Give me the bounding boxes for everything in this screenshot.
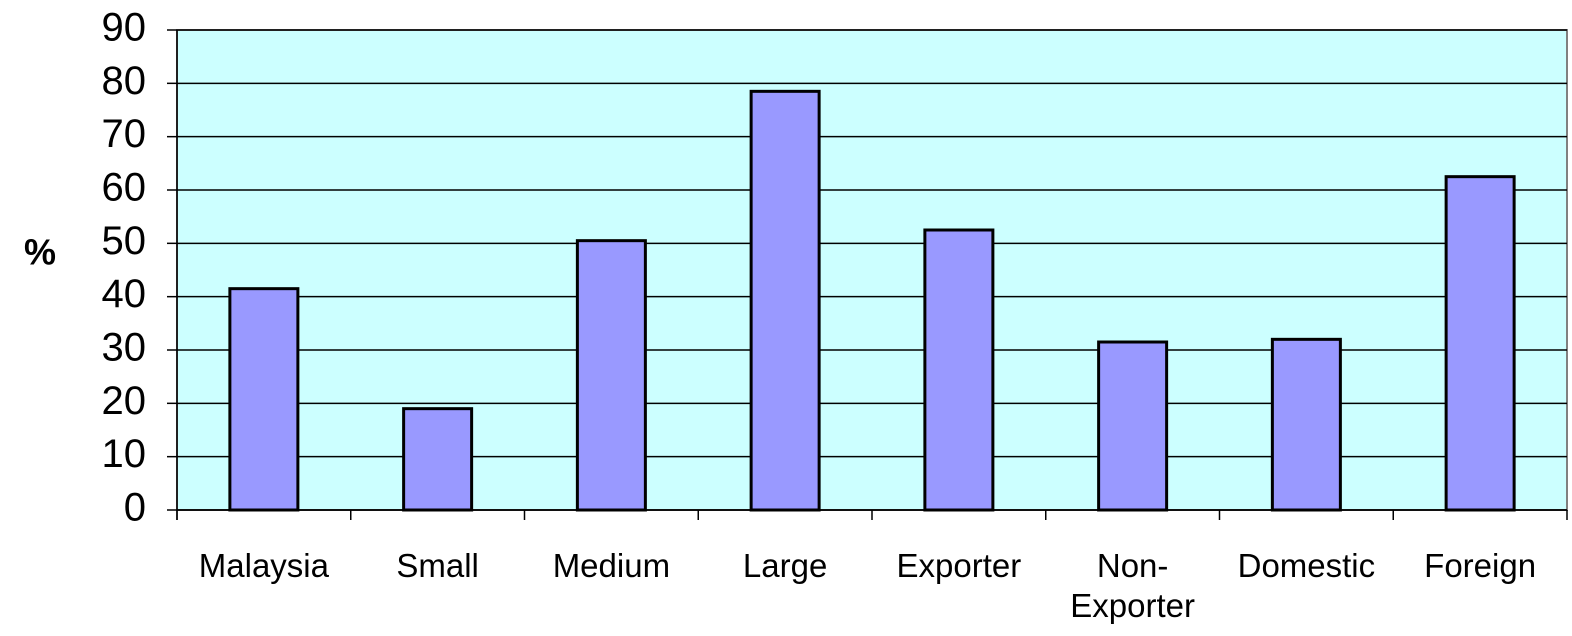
y-tick-label: 10 [102,432,147,476]
x-tick-label: Non-Exporter [1070,547,1195,624]
x-tick-label: Exporter [896,547,1022,584]
bar [1270,337,1342,512]
y-axis-label: % [24,232,56,273]
bar [749,89,821,512]
bar [1097,340,1169,512]
bar [1444,175,1516,512]
y-tick-label: 80 [102,59,147,103]
x-tick-label: Malaysia [198,547,329,584]
x-tick-label: Large [742,547,828,584]
y-tick-label: 0 [124,486,146,530]
plot-area [176,29,1568,511]
bar [575,239,647,512]
y-tick-label: 30 [102,326,147,370]
x-tick-label: Medium [552,547,671,584]
y-tick-label: 20 [102,379,147,423]
bar [923,228,995,512]
y-tick-label: 70 [102,112,147,156]
y-tick-label: 90 [102,6,147,50]
y-tick-label: 50 [102,219,147,263]
x-tick-label: Domestic [1237,547,1376,584]
bar [228,287,300,512]
y-tick-label: 60 [102,166,147,210]
x-tick-label: Small [396,547,479,584]
bar [402,407,474,512]
y-tick-label: 40 [102,272,147,316]
x-tick-label: Foreign [1424,547,1537,584]
